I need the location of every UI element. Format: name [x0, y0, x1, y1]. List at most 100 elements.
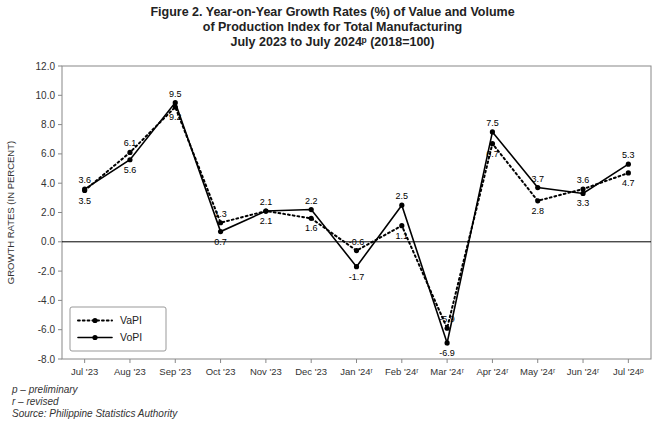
y-tick-label: 6.0 — [41, 148, 55, 159]
data-label: 6.7 — [486, 149, 499, 159]
legend-entry: VaPI — [120, 314, 142, 326]
y-tick-label: 10.0 — [36, 90, 56, 101]
tick-mark — [84, 359, 85, 363]
data-label: 2.5 — [396, 191, 409, 201]
point — [309, 207, 314, 212]
y-tick-label: -8.0 — [38, 354, 56, 365]
data-label: 3.6 — [78, 175, 91, 185]
data-label: 5.6 — [124, 165, 137, 175]
y-tick-label: -4.0 — [38, 295, 56, 306]
legend-marker — [92, 335, 97, 340]
tick-mark — [311, 359, 312, 363]
plot-frame — [62, 66, 651, 359]
tick-mark — [265, 359, 266, 363]
point — [535, 198, 540, 203]
data-label: 2.1 — [260, 197, 273, 207]
title-line: Figure 2. Year-on-Year Growth Rates (%) … — [150, 5, 514, 19]
title-line: July 2023 to July 2024ᵖ (2018=100) — [231, 35, 435, 49]
x-tick-label: Jul '24ᵖ — [613, 366, 644, 377]
point — [127, 157, 132, 162]
legend-box — [70, 307, 166, 351]
x-tick-label: Sep '23 — [159, 366, 191, 377]
tick-mark — [401, 359, 402, 363]
data-label: 0.7 — [214, 237, 227, 247]
tick-mark — [537, 359, 538, 363]
tick-mark — [356, 359, 357, 363]
tick-mark — [58, 329, 62, 330]
y-axis-label: GROWTH RATES (IN PERCENT) — [5, 141, 16, 284]
x-tick-label: Oct '23 — [206, 366, 236, 377]
legend-entry: VoPI — [120, 331, 142, 343]
tick-mark — [583, 359, 584, 363]
y-tick-label: 0.0 — [41, 236, 55, 247]
point — [173, 100, 178, 105]
title: Figure 2. Year-on-Year Growth Rates (%) … — [150, 5, 514, 49]
chart: Figure 2. Year-on-Year Growth Rates (%) … — [0, 0, 665, 423]
x-tick-label: Mar '24ʳ — [430, 366, 464, 377]
data-label: 5.3 — [622, 150, 635, 160]
tick-mark — [58, 359, 62, 360]
footnote: Source: Philippine Statistics Authority — [12, 408, 178, 419]
tick-mark — [220, 359, 221, 363]
data-label: 9.2 — [169, 112, 182, 122]
data-label: -0.6 — [349, 237, 365, 247]
data-label: 2.8 — [531, 206, 544, 216]
point — [626, 170, 631, 175]
tick-mark — [58, 95, 62, 96]
data-label: 3.6 — [577, 175, 590, 185]
x-tick-label: Jul '23 — [71, 366, 98, 377]
tick-mark — [58, 300, 62, 301]
y-tick-label: 4.0 — [41, 178, 55, 189]
legend-marker — [92, 318, 97, 323]
series-line — [85, 107, 629, 328]
point — [445, 326, 450, 331]
point — [399, 203, 404, 208]
x-tick-label: Dec '23 — [295, 366, 327, 377]
tick-mark — [58, 153, 62, 154]
data-label: 1.6 — [305, 223, 318, 233]
tick-mark — [58, 124, 62, 125]
x-tick-label: Jun '24ʳ — [567, 366, 600, 377]
data-label: 1.3 — [214, 209, 227, 219]
x-tick-label: Aug '23 — [114, 366, 146, 377]
data-label: 3.3 — [577, 198, 590, 208]
point — [127, 150, 132, 155]
point — [626, 162, 631, 167]
x-tick-label: Apr '24ʳ — [476, 366, 509, 377]
data-label: 9.5 — [169, 89, 182, 99]
y-tick-label: 12.0 — [36, 61, 56, 72]
tick-mark — [58, 66, 62, 67]
data-label: 7.5 — [486, 118, 499, 128]
point — [580, 191, 585, 196]
point — [354, 264, 359, 269]
legend: VaPI VoPI — [70, 307, 166, 351]
title-line: of Production Index for Total Manufactur… — [203, 20, 462, 34]
tick-mark — [58, 212, 62, 213]
point — [445, 340, 450, 345]
y-tick-label: 2.0 — [41, 207, 55, 218]
point — [263, 208, 268, 213]
data-label: 2.1 — [260, 216, 273, 226]
data-label: 6.1 — [124, 138, 137, 148]
point — [399, 223, 404, 228]
point — [535, 185, 540, 190]
tick-mark — [628, 359, 629, 363]
data-label: -6.9 — [439, 348, 455, 358]
data-label: 3.7 — [531, 174, 544, 184]
point — [218, 229, 223, 234]
point — [309, 216, 314, 221]
y-tick-label: 8.0 — [41, 119, 55, 130]
x-tick-label: May '24ʳ — [520, 366, 556, 377]
y-tick-label: -2.0 — [38, 266, 56, 277]
data-label: 3.5 — [78, 196, 91, 206]
tick-mark — [129, 359, 130, 363]
data-label: 1.1 — [396, 231, 409, 241]
footnote: r – revised — [12, 396, 59, 407]
tick-mark — [175, 359, 176, 363]
tick-mark — [58, 241, 62, 242]
x-tick-label: Nov '23 — [250, 366, 282, 377]
data-label: 2.2 — [305, 196, 318, 206]
point — [490, 129, 495, 134]
tick-mark — [492, 359, 493, 363]
footnote: p – preliminary — [11, 384, 79, 395]
